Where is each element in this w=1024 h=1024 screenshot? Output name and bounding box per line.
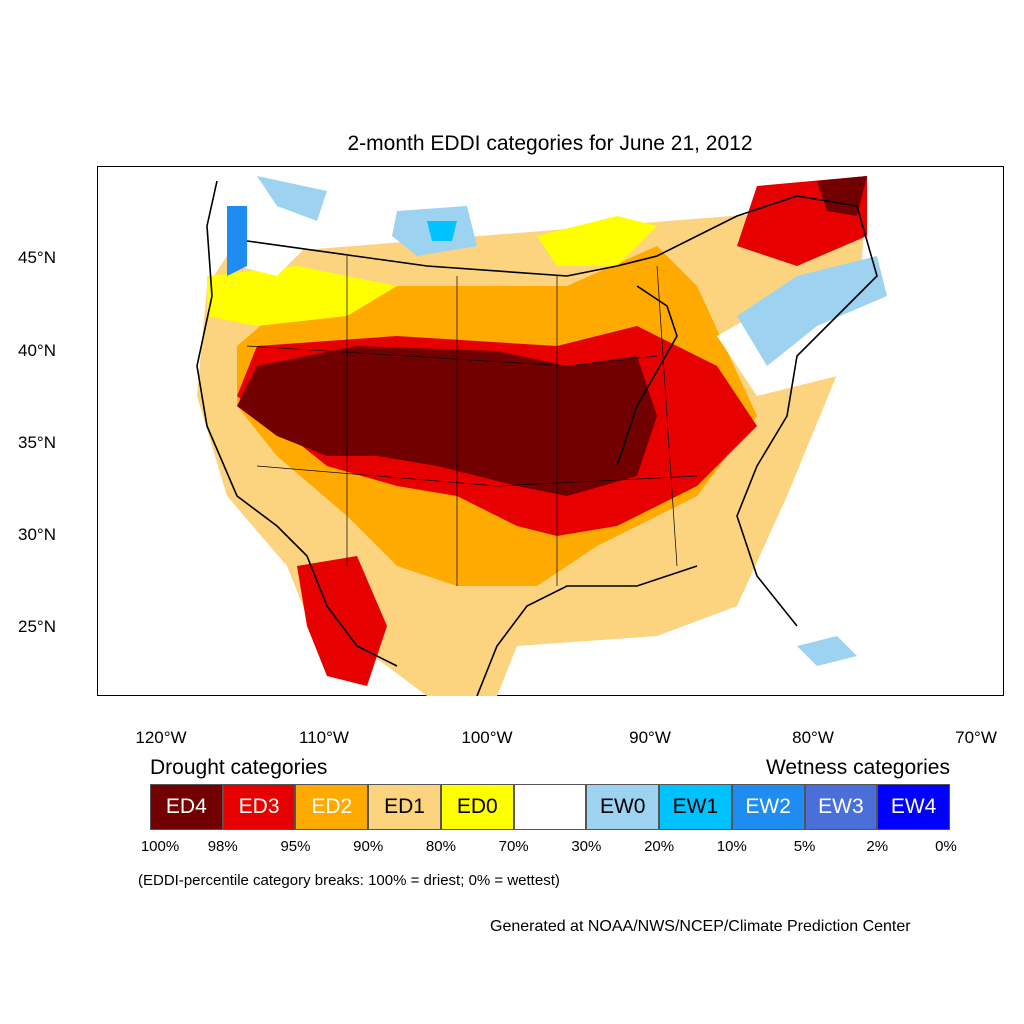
latitude-label: 45°N — [18, 248, 56, 267]
latitude-label: 30°N — [18, 525, 56, 544]
legend-swatch — [513, 784, 587, 830]
wetness-categories-heading: Wetness categories — [765, 756, 950, 779]
percent-break-label: 30% — [571, 838, 602, 855]
percent-break-label: 70% — [498, 838, 529, 855]
percent-break-label: 80% — [425, 838, 456, 855]
legend-swatch: ED2 — [295, 784, 369, 830]
map-area — [97, 166, 1004, 696]
longitude-label: 80°W — [792, 728, 834, 747]
legend-color-bar: ED4 ED3 ED2 ED1 ED0 EW0 EW1 EW2 EW3 EW4 — [150, 784, 950, 830]
percent-break-label: 2% — [866, 838, 889, 855]
percent-break-label: 20% — [644, 838, 675, 855]
longitude-label: 70°W — [955, 728, 997, 747]
category-footnote: (EDDI-percentile category breaks: 100% =… — [138, 872, 560, 889]
generation-credit: Generated at NOAA/NWS/NCEP/Climate Predi… — [490, 918, 911, 935]
coastlines-and-borders — [196, 180, 878, 696]
legend-swatch: EW0 — [586, 784, 660, 830]
percent-break-label: 100% — [140, 838, 180, 855]
longitude-label: 90°W — [629, 728, 671, 747]
longitude-label: 100°W — [461, 728, 513, 747]
state-lines — [246, 256, 698, 586]
longitude-label: 110°W — [299, 728, 349, 747]
latitude-label: 25°N — [18, 617, 56, 636]
legend-swatch: ED1 — [368, 784, 441, 830]
map-title: 2-month EDDI categories for June 21, 201… — [347, 132, 753, 155]
longitude-label: 120°W — [135, 728, 187, 747]
legend-swatch: ED3 — [222, 784, 296, 830]
latitude-label: 40°N — [18, 341, 56, 360]
percent-break-label: 90% — [353, 838, 384, 855]
legend-swatch: EW1 — [659, 784, 732, 830]
percent-break-label: 0% — [935, 838, 957, 855]
percent-break-label: 5% — [793, 838, 816, 855]
legend-swatch: EW4 — [877, 784, 950, 830]
latitude-label: 35°N — [18, 433, 56, 452]
legend-swatch: EW3 — [804, 784, 878, 830]
legend-swatch: EW2 — [731, 784, 805, 830]
legend-swatch: ED0 — [440, 784, 514, 830]
drought-field — [197, 176, 887, 696]
drought-categories-heading: Drought categories — [150, 756, 328, 779]
percent-break-label: 10% — [716, 838, 747, 855]
legend-swatch: ED4 — [150, 784, 223, 830]
percent-break-label: 98% — [207, 838, 238, 855]
percent-break-label: 95% — [280, 838, 311, 855]
